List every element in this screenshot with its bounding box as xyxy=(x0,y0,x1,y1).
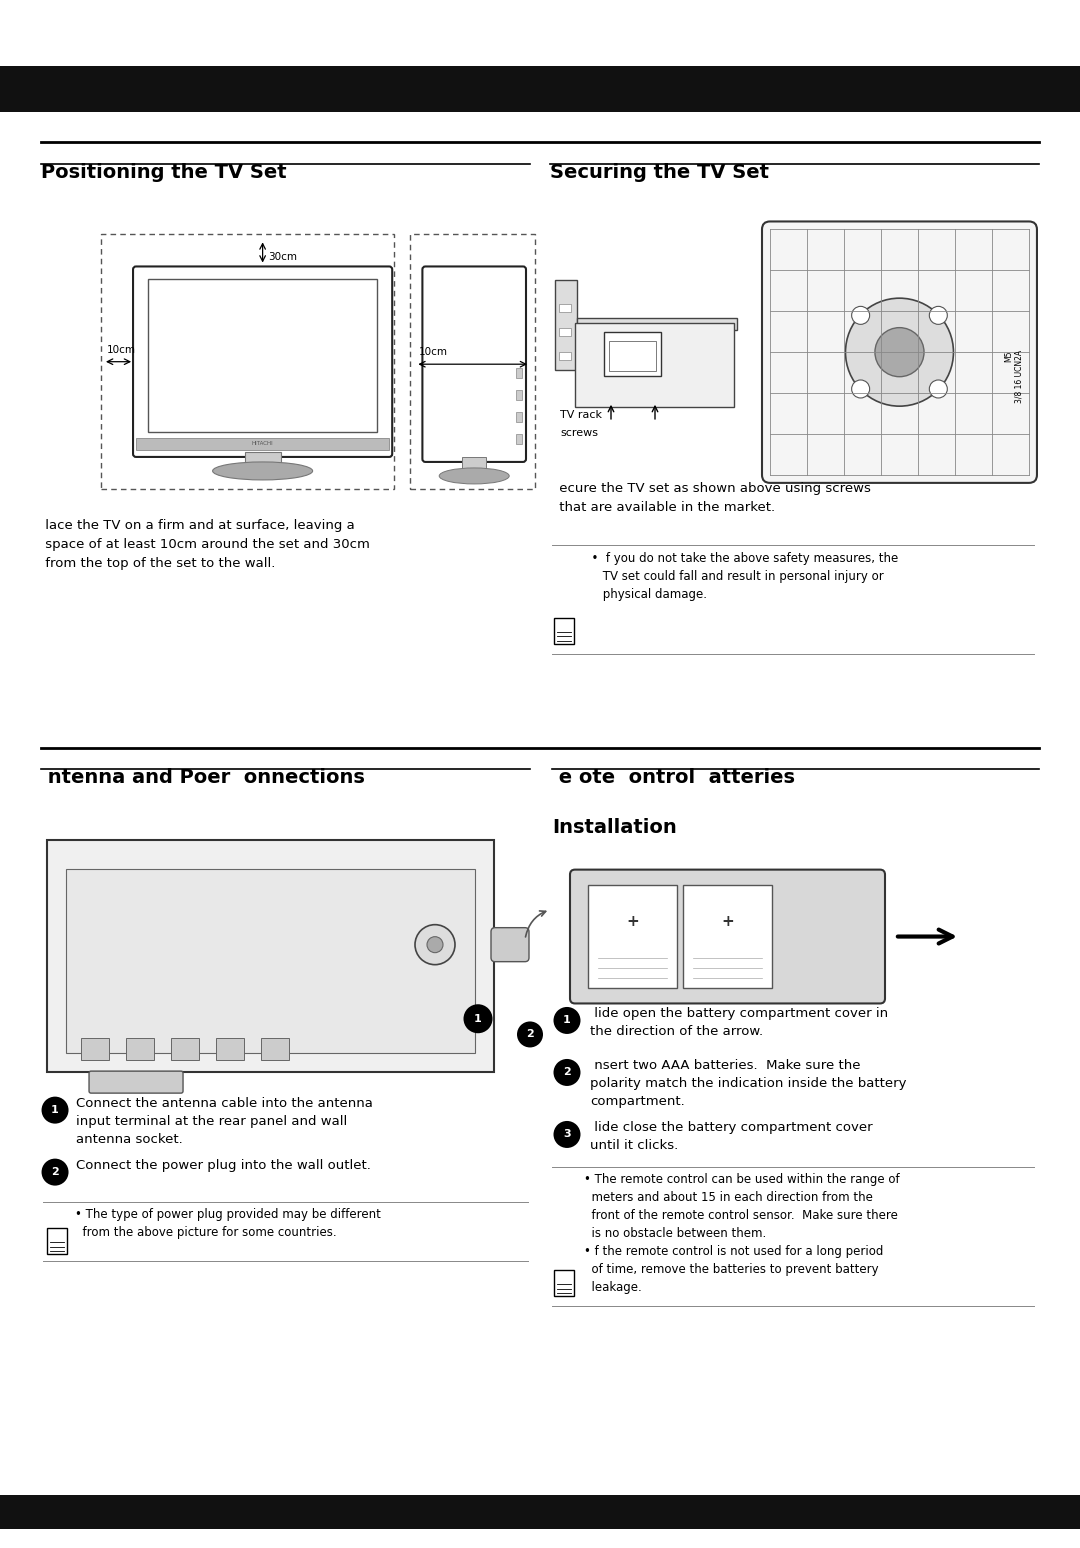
Bar xyxy=(0,1495,1080,1529)
Ellipse shape xyxy=(213,461,312,480)
Text: TV rack: TV rack xyxy=(561,410,602,420)
Bar xyxy=(261,1039,289,1060)
Text: Installation: Installation xyxy=(552,817,677,837)
Text: 1: 1 xyxy=(51,1105,59,1115)
Circle shape xyxy=(852,379,869,398)
Text: lide open the battery compartment cover in
the direction of the arrow.: lide open the battery compartment cover … xyxy=(590,1008,888,1039)
Text: +: + xyxy=(626,913,639,929)
Text: Connect the antenna cable into the antenna
input terminal at the rear panel and : Connect the antenna cable into the anten… xyxy=(76,1098,373,1146)
Text: 2: 2 xyxy=(563,1068,571,1077)
Bar xyxy=(66,868,475,1053)
FancyBboxPatch shape xyxy=(570,870,885,1003)
Text: +: + xyxy=(721,913,734,929)
Text: nsert two AAA batteries.  Make sure the
polarity match the indication inside the: nsert two AAA batteries. Make sure the p… xyxy=(590,1059,906,1108)
Circle shape xyxy=(554,1121,581,1149)
Bar xyxy=(577,317,737,330)
Circle shape xyxy=(875,328,924,376)
Text: Positioning the TV Set: Positioning the TV Set xyxy=(41,163,286,181)
FancyBboxPatch shape xyxy=(48,839,494,1073)
Circle shape xyxy=(929,379,947,398)
FancyBboxPatch shape xyxy=(762,221,1037,483)
Text: • The remote control can be used within the range of
  meters and about 15 in ea: • The remote control can be used within … xyxy=(584,1173,900,1294)
Circle shape xyxy=(517,1022,543,1048)
Bar xyxy=(609,341,656,372)
Circle shape xyxy=(554,1059,581,1087)
Text: HITACHI: HITACHI xyxy=(252,441,273,446)
FancyBboxPatch shape xyxy=(604,331,661,376)
FancyBboxPatch shape xyxy=(491,927,529,961)
Bar xyxy=(554,618,573,644)
Bar xyxy=(516,368,522,378)
Bar xyxy=(554,1271,573,1297)
FancyBboxPatch shape xyxy=(133,266,392,457)
Bar xyxy=(559,351,571,359)
Circle shape xyxy=(41,1096,68,1124)
Text: lide close the battery compartment cover
until it clicks.: lide close the battery compartment cover… xyxy=(590,1121,873,1152)
Circle shape xyxy=(427,937,443,952)
Circle shape xyxy=(415,924,455,964)
Bar xyxy=(555,280,577,370)
Circle shape xyxy=(929,307,947,325)
Bar xyxy=(136,438,389,450)
Bar xyxy=(171,1039,199,1060)
Bar xyxy=(48,1228,67,1254)
Text: • The type of power plug provided may be different
  from the above picture for : • The type of power plug provided may be… xyxy=(75,1207,381,1238)
Text: lace the TV on a firm and at surface, leaving a
 space of at least 10cm around t: lace the TV on a firm and at surface, le… xyxy=(41,519,370,570)
Text: 10cm: 10cm xyxy=(418,347,447,358)
Text: e ote  ontrol  atteries: e ote ontrol atteries xyxy=(552,768,795,786)
FancyBboxPatch shape xyxy=(422,266,526,461)
Bar xyxy=(462,457,486,477)
Text: •  f you do not take the above safety measures, the
     TV set could fall and r: • f you do not take the above safety mea… xyxy=(584,553,899,601)
Bar xyxy=(0,67,1080,113)
Text: 30cm: 30cm xyxy=(269,252,298,263)
Text: 2: 2 xyxy=(526,1029,534,1039)
Text: screws: screws xyxy=(561,427,598,438)
Text: 3: 3 xyxy=(563,1130,571,1139)
Bar xyxy=(559,328,571,336)
Bar xyxy=(559,303,571,311)
Bar xyxy=(81,1039,109,1060)
Bar xyxy=(516,412,522,423)
Bar xyxy=(244,452,281,472)
Text: 10cm: 10cm xyxy=(107,345,136,354)
Bar xyxy=(516,390,522,399)
Text: ntenna and Poer  onnections: ntenna and Poer onnections xyxy=(41,768,365,786)
Circle shape xyxy=(463,1005,492,1033)
Circle shape xyxy=(41,1158,68,1186)
Bar xyxy=(216,1039,244,1060)
Text: ecure the TV set as shown above using screws
 that are available in the market.: ecure the TV set as shown above using sc… xyxy=(555,481,870,514)
Text: Securing the TV Set: Securing the TV Set xyxy=(550,163,769,181)
Ellipse shape xyxy=(440,467,509,485)
Text: 1: 1 xyxy=(563,1015,571,1025)
Bar xyxy=(148,280,377,432)
Text: M5
3/8 16 UCN2A: M5 3/8 16 UCN2A xyxy=(1004,350,1024,404)
Circle shape xyxy=(852,307,869,325)
Circle shape xyxy=(554,1006,581,1034)
Bar xyxy=(126,1039,154,1060)
FancyBboxPatch shape xyxy=(588,884,677,989)
FancyBboxPatch shape xyxy=(89,1071,183,1093)
Text: Connect the power plug into the wall outlet.: Connect the power plug into the wall out… xyxy=(76,1159,370,1172)
Text: 1: 1 xyxy=(474,1014,482,1023)
Bar xyxy=(516,433,522,444)
Text: 2: 2 xyxy=(51,1167,59,1176)
FancyBboxPatch shape xyxy=(683,884,772,989)
FancyBboxPatch shape xyxy=(575,324,734,407)
Circle shape xyxy=(846,299,954,406)
